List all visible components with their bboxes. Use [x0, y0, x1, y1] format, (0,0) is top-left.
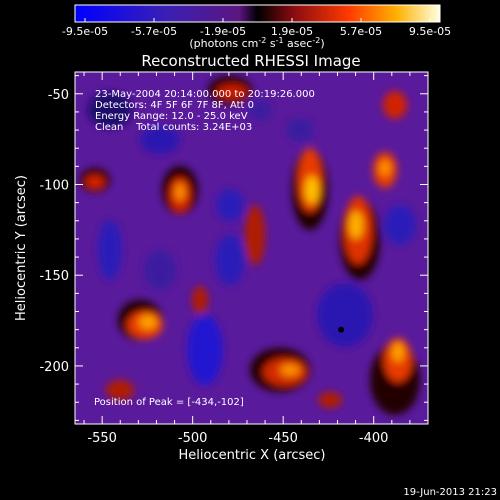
y-tick-label: -50 [48, 88, 69, 103]
colorbar [74, 4, 441, 23]
y-axis-label: Heliocentric Y (arcsec) [14, 175, 29, 321]
colorbar-tick-label: 9.5e-05 [409, 25, 451, 38]
x-tick-label: -400 [359, 431, 389, 446]
plot-title: Reconstructed RHESSI Image [141, 52, 360, 70]
axis-ticks [75, 72, 429, 424]
colorbar-tick-label: 5.7e-05 [340, 25, 382, 38]
annotation-clean-counts: Clean Total counts: 3.24E+03 [95, 122, 252, 133]
y-tick-labels: -50 -100 -150 -200 [39, 88, 69, 375]
footer-timestamp: 19-Jun-2013 21:23 [403, 487, 497, 498]
colorbar-tick-label: -1.9e-05 [200, 25, 246, 38]
colorbar-tick-label: 1.9e-05 [271, 25, 313, 38]
annotation-detectors: Detectors: 4F 5F 6F 7F 8F, Att 0 [95, 100, 254, 111]
y-tick-label: -150 [39, 269, 69, 284]
peak-marker [338, 326, 345, 333]
colorbar-tick-labels: -9.5e-05 -5.7e-05 -1.9e-05 1.9e-05 5.7e-05 9.… [62, 25, 451, 38]
y-tick-label: -200 [39, 360, 69, 375]
x-tick-labels: -550 -500 -450 -400 [87, 431, 388, 446]
annotation-block: 23-May-2004 20:14:00.000 to 20:19:26.000… [95, 89, 315, 133]
peak-position-label: Position of Peak = [-434,-102] [94, 397, 244, 408]
rhessi-map-image [75, 72, 428, 424]
colorbar-ticks [84, 18, 431, 22]
colorbar-tick-label: -5.7e-05 [131, 25, 177, 38]
annotation-time-range: 23-May-2004 20:14:00.000 to 20:19:26.000 [95, 89, 315, 100]
annotation-energy-range: Energy Range: 12.0 - 25.0 keV [95, 111, 248, 122]
y-tick-label: -100 [39, 178, 69, 193]
x-tick-label: -500 [178, 431, 208, 446]
x-axis-label: Heliocentric X (arcsec) [179, 448, 326, 463]
colorbar-tick-label: -9.5e-05 [62, 25, 108, 38]
x-tick-label: -550 [87, 431, 117, 446]
x-tick-label: -450 [268, 431, 298, 446]
colorbar-units: (photons cm-2 s-1 asec-2) [189, 36, 324, 50]
plot-frame [74, 71, 429, 425]
